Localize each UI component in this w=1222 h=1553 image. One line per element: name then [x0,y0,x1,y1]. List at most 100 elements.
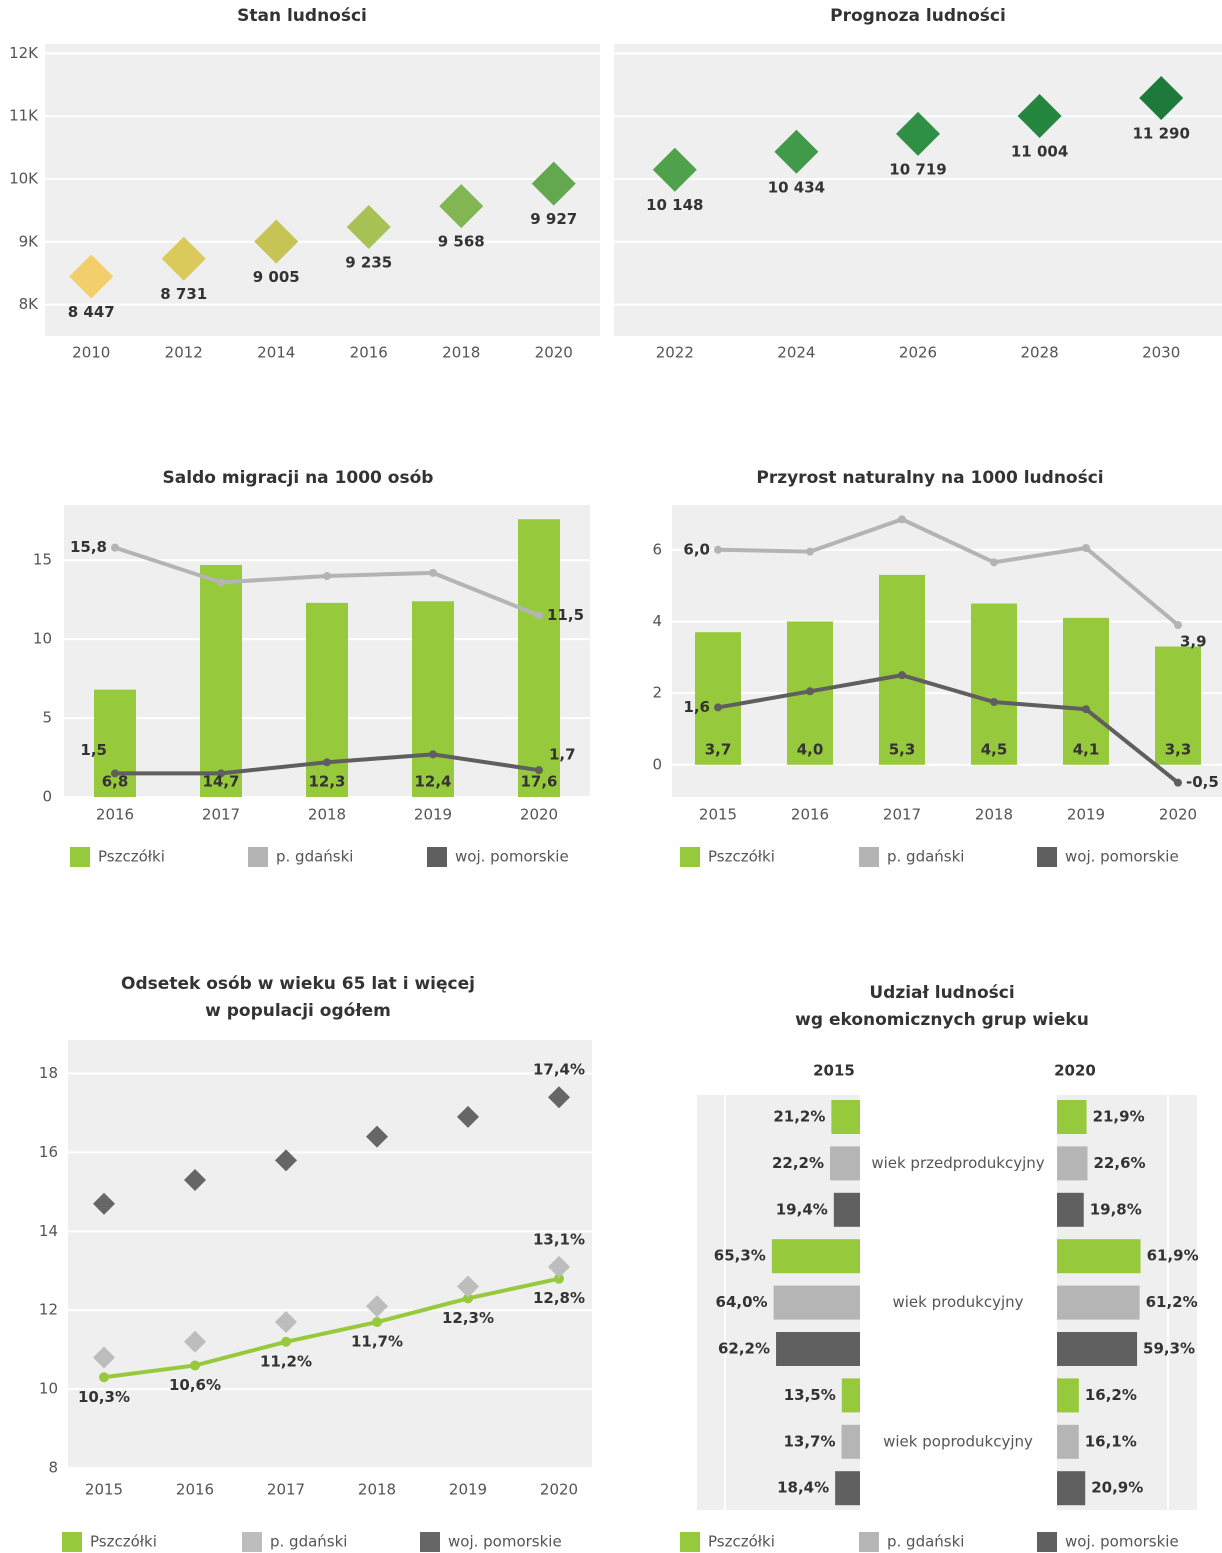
line-point [99,1372,109,1383]
legend-label: woj. pomorskie [448,1533,562,1551]
value-label: 59,3% [1143,1340,1195,1358]
legend-swatch [680,1532,700,1552]
value-label: 4,1 [1073,741,1100,759]
value-label: 11,7% [351,1333,403,1351]
value-label: 17,6 [520,773,557,791]
x-tick-label: 2020 [535,344,573,362]
legend-swatch [680,847,700,867]
legend-label: woj. pomorskie [455,848,569,866]
point [548,1255,570,1278]
line-point [806,687,814,696]
line-point [217,769,225,778]
legend-label: Pszczółki [708,1533,775,1551]
value-label: 4,0 [797,741,824,759]
value-label: 13,1% [533,1230,585,1248]
x-tick-label: 2018 [358,1481,396,1499]
bar [771,1239,860,1274]
value-label: 9 235 [345,254,392,272]
point [184,1330,206,1353]
x-tick-label: 2010 [72,344,110,362]
point [366,1295,388,1318]
bar [833,1192,860,1227]
bar [835,1471,860,1506]
value-label: 22,6% [1094,1154,1146,1172]
x-tick-label: 2016 [96,806,134,824]
legend-swatch [70,847,90,867]
legend-label: p. gdański [270,1533,347,1551]
point [439,184,484,229]
x-tick-label: 2016 [791,806,829,824]
point [275,1311,297,1334]
line-point [111,769,119,778]
legend-label: p. gdański [887,848,964,866]
value-label: 61,2% [1146,1293,1198,1311]
line-point [535,611,543,620]
value-label: 64,0% [716,1293,768,1311]
chart-title: Udział ludności [869,983,1014,1003]
value-label: 18,4% [777,1479,829,1497]
legend-label: Pszczółki [90,1533,157,1551]
line-point [217,578,225,587]
y-tick-label: 10K [9,170,39,188]
plot-bg [68,1040,592,1468]
point [69,254,114,299]
y-tick-label: 10 [39,1380,58,1398]
point [1139,76,1184,121]
value-label: 9 568 [438,233,485,251]
column-header: 2015 [813,1062,855,1080]
legend-label: p. gdański [276,848,353,866]
value-label: 21,2% [773,1108,825,1126]
value-label: 6,0 [683,540,710,558]
value-label: 16,2% [1085,1386,1137,1404]
legend-label: woj. pomorskie [1065,848,1179,866]
line-point [990,698,998,707]
bar [1063,617,1109,765]
chart-title: Prognoza ludności [830,6,1006,26]
y-tick-label: 11K [9,107,39,125]
y-tick-label: 8 [48,1459,58,1477]
y-tick-label: 8K [19,295,40,313]
chart-title: Odsetek osób w wieku 65 lat i więcej [121,974,475,994]
point [366,1125,388,1148]
value-label: 21,9% [1093,1108,1145,1126]
line-point [898,515,906,524]
y-tick-label: 18 [39,1064,58,1082]
legend-swatch [420,1532,440,1552]
legend-swatch [427,847,447,867]
bar [412,601,454,797]
point [93,1346,115,1369]
value-label: 3,9 [1180,633,1207,651]
x-tick-label: 2017 [202,806,240,824]
x-tick-label: 2020 [540,1481,578,1499]
line-point [554,1273,564,1284]
point [1017,93,1062,138]
bar [776,1332,860,1366]
x-tick-label: 2017 [883,806,921,824]
value-label: 12,3% [442,1309,494,1327]
line-point [1174,621,1182,630]
bar [306,602,348,797]
legend-label: woj. pomorskie [1065,1533,1179,1551]
line-point [429,750,437,759]
line-point [190,1360,200,1371]
bar [518,519,560,797]
y-tick-label: 4 [652,612,662,630]
x-tick-label: 2022 [656,344,694,362]
bar [1155,646,1201,765]
x-tick-label: 2015 [699,806,737,824]
point [184,1169,206,1192]
x-tick-label: 2019 [449,1481,487,1499]
bar [1057,1285,1140,1320]
chart-title: Stan ludności [237,6,367,26]
line-point [323,758,331,767]
value-label: 3,3 [1165,741,1192,759]
legend-swatch [248,847,268,867]
bar [831,1100,860,1134]
chart-title: Saldo migracji na 1000 osób [163,468,434,488]
point [275,1149,297,1172]
value-label: 20,9% [1091,1479,1143,1497]
line [717,673,1180,785]
point [161,236,206,281]
value-label: 5,3 [889,741,916,759]
